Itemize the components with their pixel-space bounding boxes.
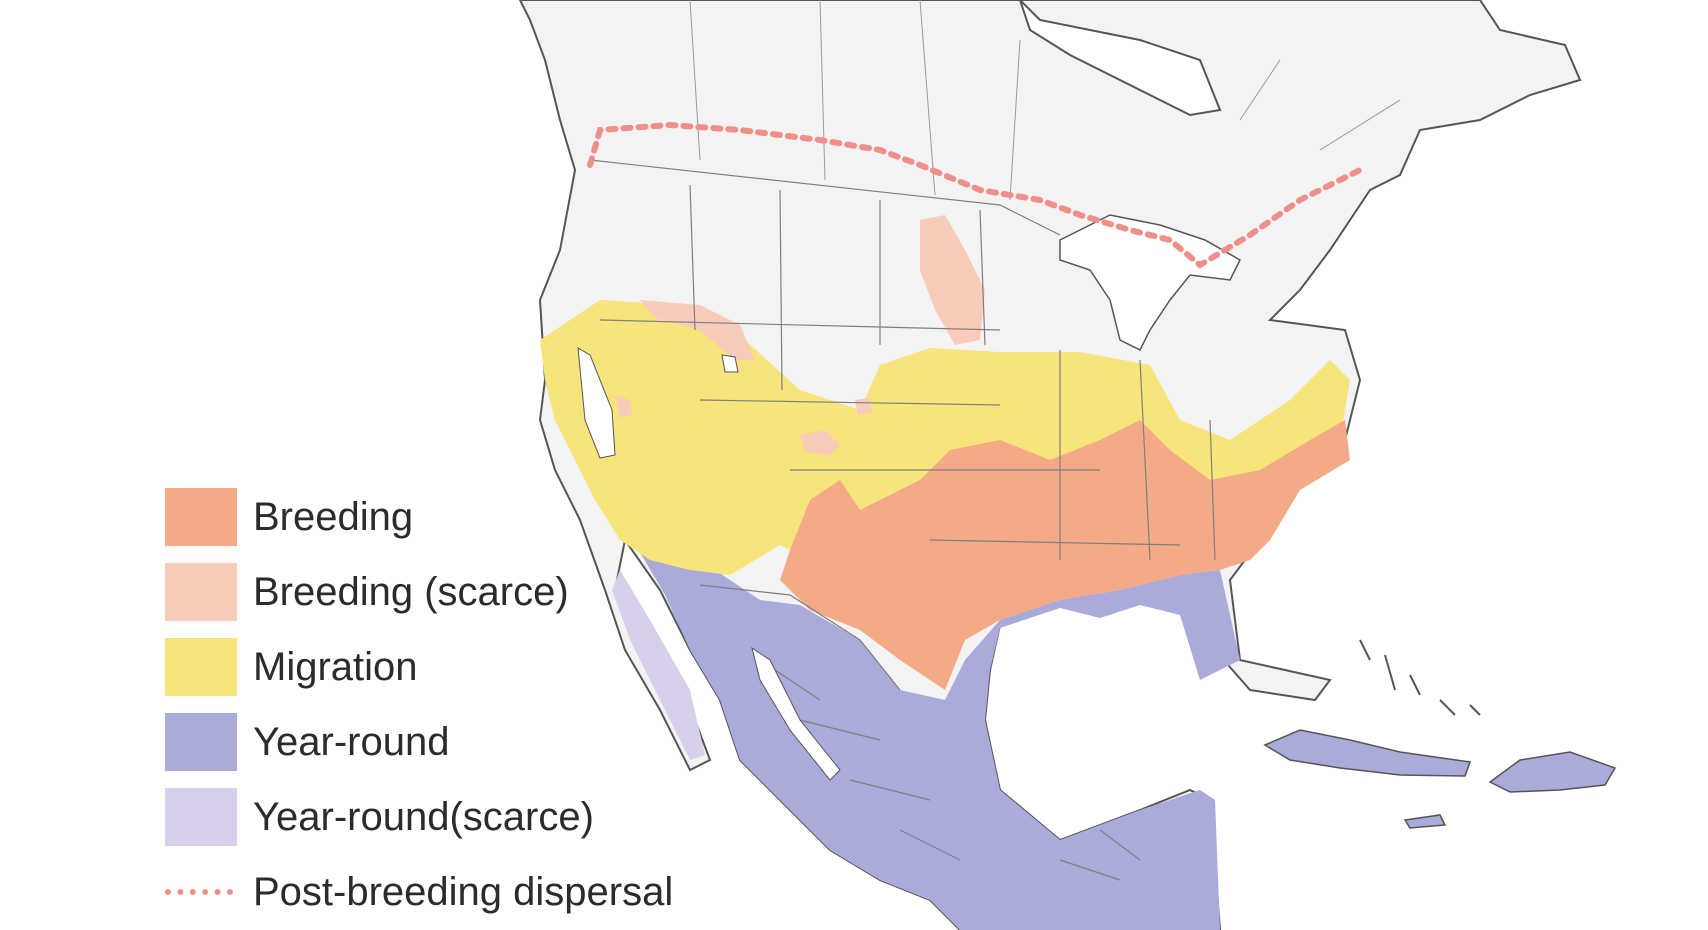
jamaica-island: [1403, 814, 1447, 829]
migration-range: [540, 300, 1350, 605]
breeding-scarce-range: [615, 215, 985, 455]
year-round-range: [630, 535, 1240, 930]
great-basin-lake: [577, 347, 616, 459]
political-borders: [589, 159, 1216, 881]
gulf-of-california-coast: [751, 646, 841, 781]
canada-provinces: [689, 0, 1401, 201]
hudson-bay-coast: [1019, 0, 1222, 117]
breeding-range: [780, 420, 1350, 690]
bahamas-islands: [1359, 639, 1481, 716]
year-round-scarce-range: [612, 570, 705, 760]
post-breeding-dispersal-line: [587, 121, 1363, 269]
salt-lake: [721, 354, 739, 373]
hispaniola-island: [1488, 751, 1617, 793]
great-lakes: [1059, 214, 1241, 352]
cuba-island: [1263, 729, 1472, 777]
